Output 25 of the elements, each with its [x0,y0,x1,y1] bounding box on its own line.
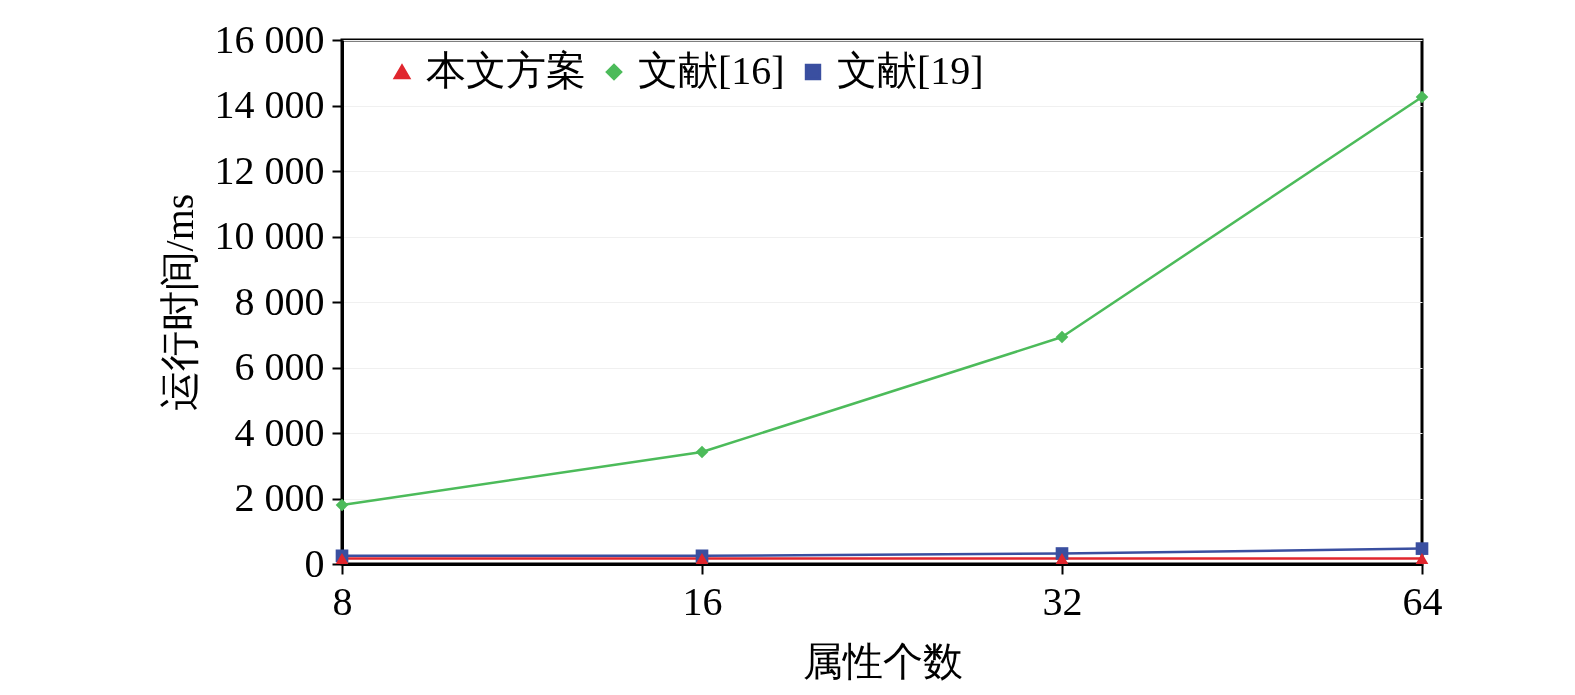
x-tick-label: 64 [1402,578,1443,624]
point [335,498,349,512]
point [1055,552,1069,564]
y-tick-label: 4 000 [234,409,325,455]
y-tick-label: 12 000 [214,147,325,193]
y-tick-label: 10 000 [214,213,325,258]
legend-label: 本文方案 [426,48,586,93]
legend-label: 文献[19] [837,48,984,93]
point [1415,90,1429,104]
x-axis-title: 属性个数 [802,638,963,684]
x-tick-label: 8 [332,578,353,624]
y-axis-title: 运行时间/ms [156,193,202,412]
x-tick-label: 32 [1042,578,1083,624]
y-tick-label: 8 000 [234,278,325,324]
point [695,445,709,459]
y-tick-label: 0 [304,540,325,586]
point [1415,542,1429,555]
y-tick-label: 6 000 [234,344,325,389]
x-tick-label: 16 [682,578,723,624]
y-tick-label: 2 000 [234,475,325,520]
y-tick-label: 16 000 [214,16,325,62]
legend-label: 文献[16] [638,48,785,93]
point [1055,330,1069,344]
point [1415,552,1429,564]
y-tick-label: 14 000 [214,82,325,127]
